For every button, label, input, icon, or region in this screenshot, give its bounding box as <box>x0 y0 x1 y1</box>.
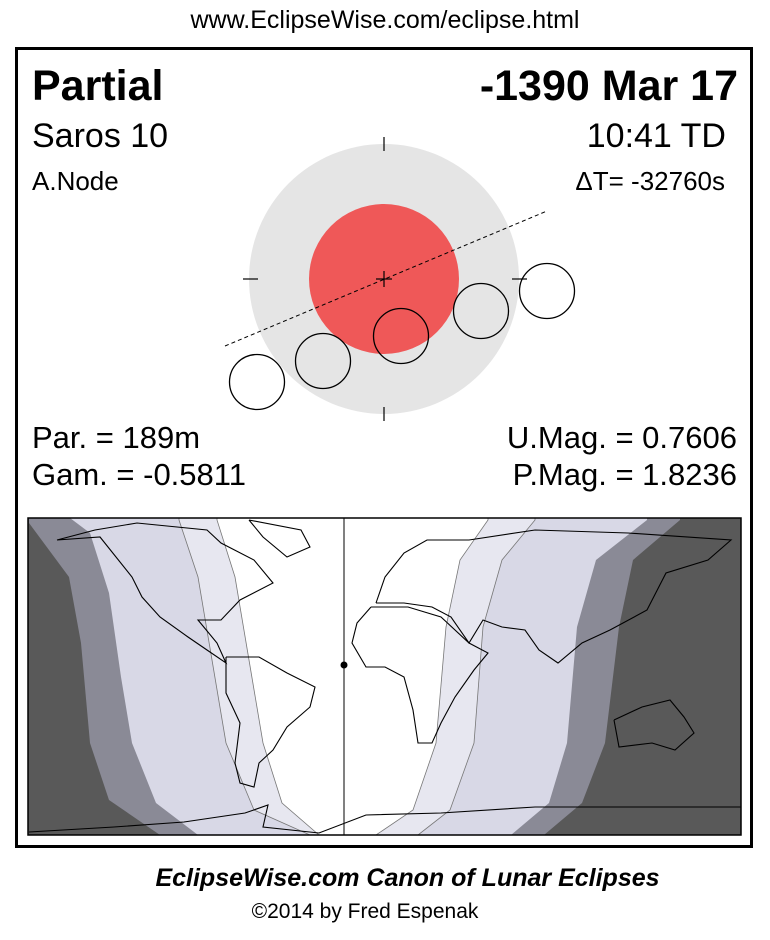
gamma-value: Gam. = -0.5811 <box>32 457 246 492</box>
north-america-outline <box>56 522 274 665</box>
source-url: www.EclipseWise.com/eclipse.html <box>190 6 580 34</box>
penumbral-magnitude: P.Mag. = 1.8236 <box>512 457 737 492</box>
partial-duration: Par. = 189m <box>32 420 201 455</box>
visibility-map <box>28 518 741 835</box>
moon-position-p1 <box>228 353 286 411</box>
map-border <box>27 517 742 836</box>
moon-position-u4 <box>452 282 510 340</box>
antarctica-outline <box>28 804 741 834</box>
africa-outline <box>351 606 489 744</box>
eclipse-type: Partial <box>32 62 164 110</box>
map-full-visibility-region <box>216 518 489 835</box>
copyright: ©2014 by Fred Espenak <box>251 900 479 923</box>
sub-lunar-point <box>340 661 348 669</box>
moon-position-u1 <box>294 332 352 390</box>
south-america-outline <box>225 656 316 788</box>
axis-ticks <box>243 137 527 421</box>
moon-position-p4 <box>518 262 576 320</box>
delta-t: ΔT= -32760s <box>575 166 725 196</box>
umbral-magnitude: U.Mag. = 0.7606 <box>506 420 737 455</box>
eclipse-panel-frame <box>15 47 753 848</box>
greenland-outline <box>248 519 311 558</box>
canon-title: EclipseWise.com Canon of Lunar Eclipses <box>155 864 660 892</box>
eclipse-time: 10:41 TD <box>586 117 726 155</box>
ecliptic-path-line <box>224 210 548 347</box>
eclipse-date: -1390 Mar 17 <box>479 62 738 110</box>
saros-number: Saros 10 <box>32 117 169 155</box>
moon-position-greatest <box>372 307 430 365</box>
australia-outline <box>613 699 695 751</box>
eurasia-outline <box>375 529 733 664</box>
node-label: A.Node <box>32 166 119 196</box>
